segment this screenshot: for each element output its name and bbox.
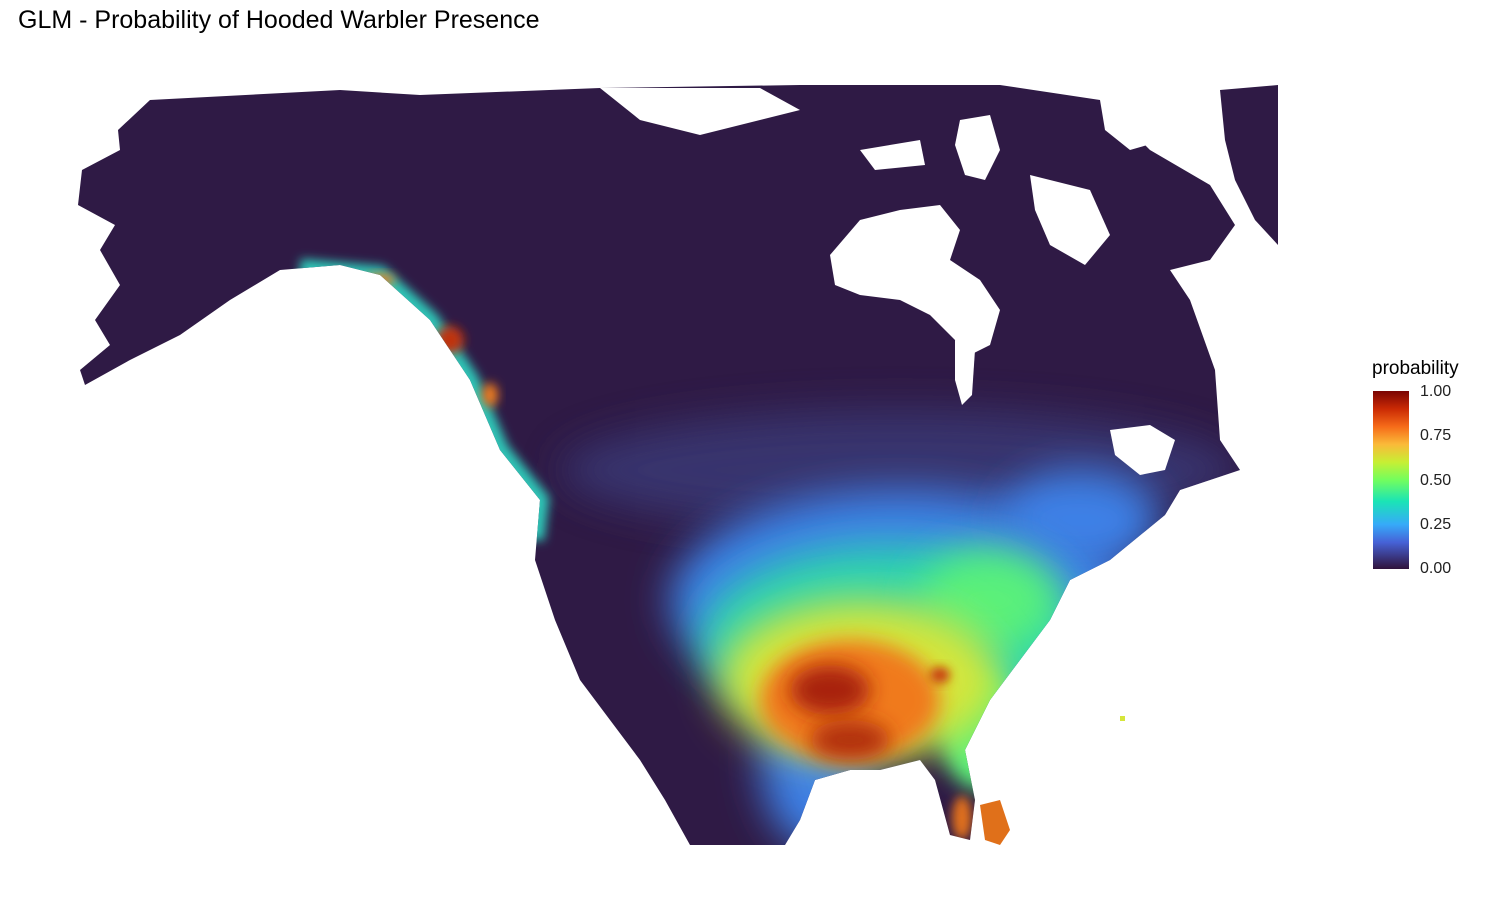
legend-label-0-00: 0.00 [1420, 560, 1452, 577]
hudson-strait [1030, 175, 1110, 265]
legend-label-0-75: 0.75 [1420, 427, 1452, 444]
probability-surface [299, 259, 1240, 845]
greenland-fragment [1220, 85, 1278, 245]
legend-tick [1410, 435, 1416, 436]
caribbean-fragments [980, 716, 1125, 845]
color-legend: probability 1.00 0.75 0.50 0.25 0.00 [1372, 358, 1492, 588]
arctic-channel-3 [1100, 100, 1165, 150]
james-bay [955, 340, 975, 405]
gulf-of-st-lawrence [1110, 425, 1175, 475]
legend-tick [1410, 391, 1416, 392]
legend-label-0-50: 0.50 [1420, 472, 1452, 489]
arctic-channel-1 [860, 140, 925, 170]
legend-colorbar [1373, 391, 1409, 569]
water-bodies [600, 88, 1175, 475]
legend-tick [1410, 524, 1416, 525]
legend-label-1-00: 1.00 [1420, 383, 1452, 400]
hudson-bay [830, 205, 1000, 355]
legend-title: probability [1372, 358, 1459, 379]
arctic-channel-2 [600, 88, 800, 135]
page-title: GLM - Probability of Hooded Warbler Pres… [18, 6, 540, 34]
legend-tick [1410, 480, 1416, 481]
foxe-basin [955, 115, 1000, 180]
legend-tick [1410, 568, 1416, 569]
legend-label-0-25: 0.25 [1420, 516, 1452, 533]
